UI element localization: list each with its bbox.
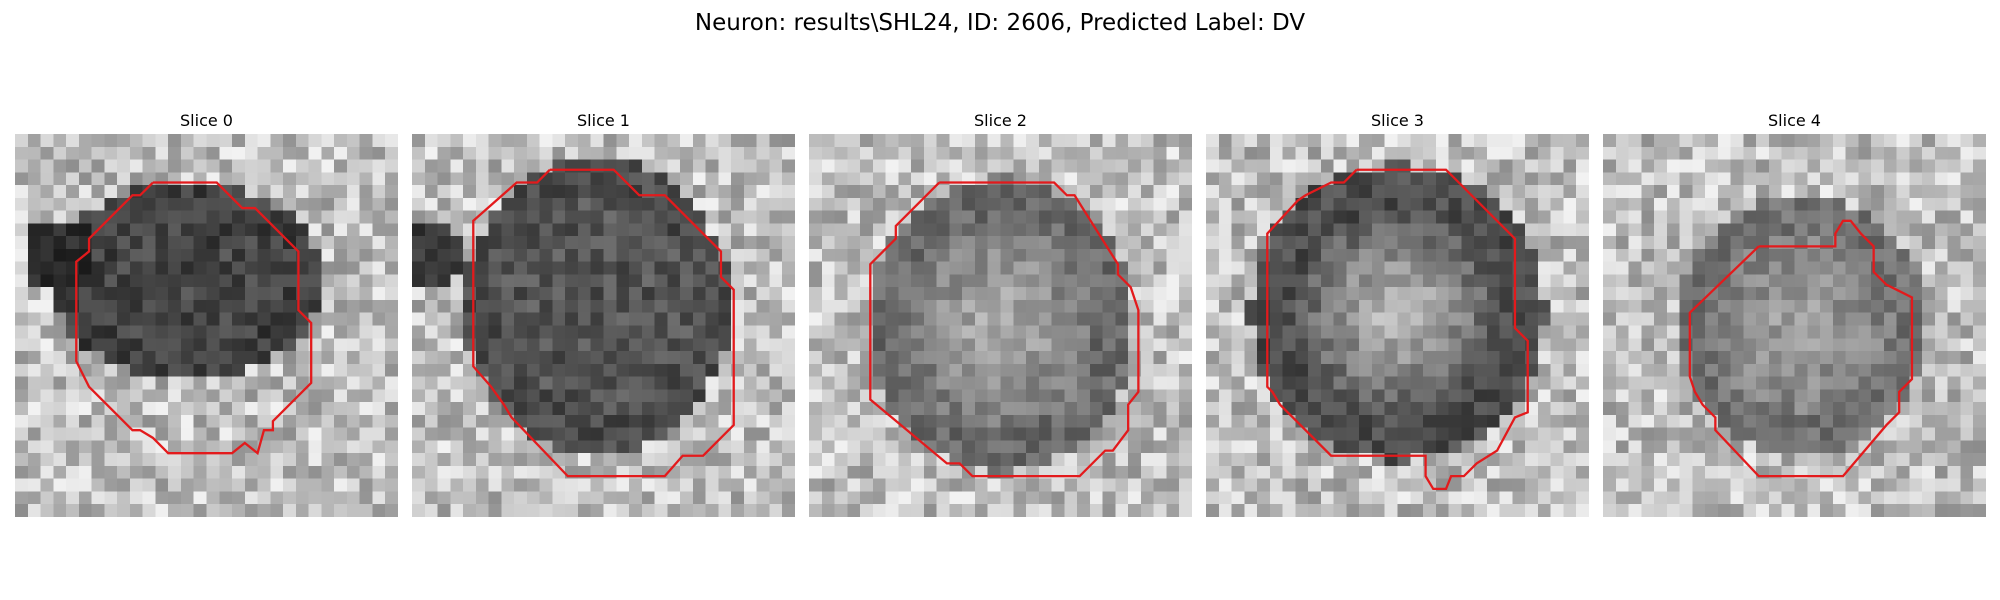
grayscale-pixels [412, 134, 795, 517]
neuron-contour [1688, 219, 1914, 478]
slice-panel-1: Slice 1 [412, 108, 795, 517]
figure-title: Neuron: results\SHL24, ID: 2606, Predict… [694, 10, 1306, 36]
slice-title: Slice 4 [1768, 111, 1821, 130]
slice-panel-0: Slice 0 [15, 108, 398, 517]
slice-image-0 [15, 134, 398, 517]
grayscale-pixels [1206, 134, 1589, 517]
slice-image-3 [1206, 134, 1589, 517]
slice-title: Slice 1 [577, 111, 630, 130]
neuron-contour [1266, 168, 1529, 491]
slice-title: Slice 0 [180, 111, 233, 130]
slice-panel-3: Slice 3 [1206, 108, 1589, 517]
slice-title: Slice 3 [1371, 111, 1424, 130]
grayscale-pixels [15, 134, 398, 517]
slice-image-1 [412, 134, 795, 517]
slice-image-2 [809, 134, 1192, 517]
grayscale-pixels [1603, 134, 1986, 517]
slice-image-4 [1603, 134, 1986, 517]
slice-panel-4: Slice 4 [1603, 108, 1986, 517]
neuron-contour [75, 181, 313, 456]
neuron-contour [472, 168, 735, 478]
slice-panel-2: Slice 2 [809, 108, 1192, 517]
neuron-contour [869, 181, 1140, 478]
slice-title: Slice 2 [974, 111, 1027, 130]
grayscale-pixels [809, 134, 1192, 517]
